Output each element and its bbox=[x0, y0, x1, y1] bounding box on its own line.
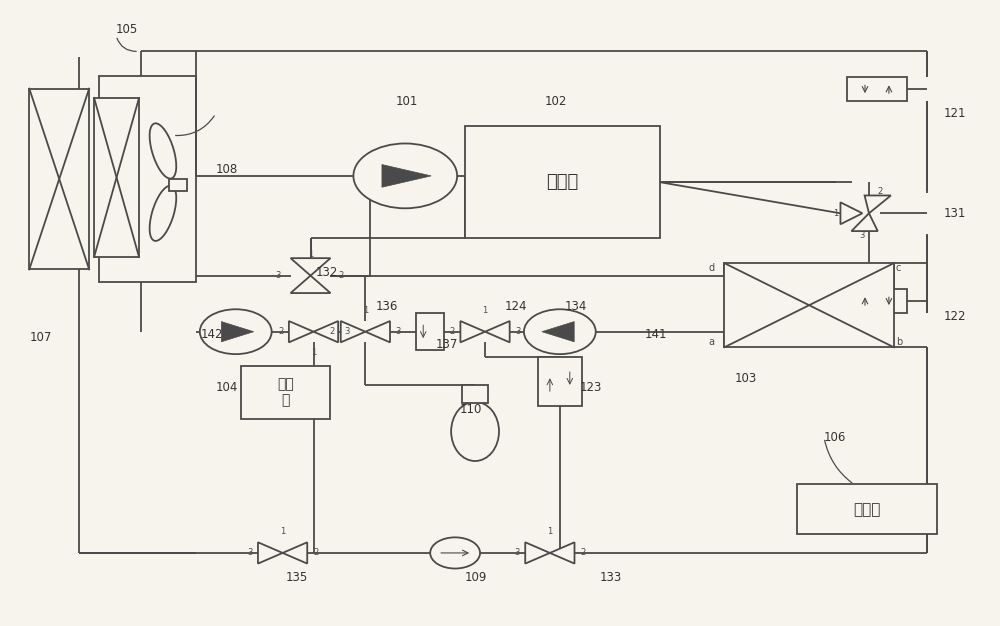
Polygon shape bbox=[314, 321, 338, 342]
Text: 1: 1 bbox=[311, 348, 316, 357]
Bar bbox=[797, 485, 937, 534]
Bar bbox=[847, 289, 907, 313]
Circle shape bbox=[353, 143, 457, 208]
Polygon shape bbox=[283, 542, 307, 563]
Text: 134: 134 bbox=[565, 300, 587, 313]
Text: b: b bbox=[896, 337, 902, 347]
Text: 3: 3 bbox=[515, 327, 521, 336]
Bar bbox=[169, 179, 187, 192]
Bar bbox=[241, 366, 330, 419]
Text: 2: 2 bbox=[330, 327, 335, 336]
Text: 1: 1 bbox=[308, 250, 313, 259]
Circle shape bbox=[200, 309, 272, 354]
Text: 1: 1 bbox=[482, 306, 488, 315]
Text: 124: 124 bbox=[505, 300, 527, 313]
Text: 131: 131 bbox=[944, 207, 966, 220]
Text: 132: 132 bbox=[316, 266, 338, 279]
Text: 3: 3 bbox=[860, 231, 865, 240]
Text: a: a bbox=[708, 337, 714, 347]
Text: 冷凝器: 冷凝器 bbox=[546, 173, 578, 191]
Text: 109: 109 bbox=[465, 572, 487, 584]
Text: 2: 2 bbox=[278, 327, 283, 336]
Circle shape bbox=[524, 309, 596, 354]
Text: 106: 106 bbox=[824, 431, 846, 444]
Text: 3: 3 bbox=[275, 271, 281, 280]
Bar bbox=[462, 384, 488, 403]
Bar bbox=[94, 98, 139, 257]
Text: 2: 2 bbox=[313, 548, 318, 557]
Text: 121: 121 bbox=[944, 107, 966, 120]
Text: 2: 2 bbox=[449, 327, 455, 336]
Bar bbox=[99, 76, 196, 282]
Text: 137: 137 bbox=[435, 337, 458, 351]
Polygon shape bbox=[840, 202, 862, 224]
Polygon shape bbox=[485, 321, 510, 342]
Text: 電池組: 電池組 bbox=[853, 502, 881, 517]
Polygon shape bbox=[291, 275, 330, 293]
Text: 3: 3 bbox=[396, 327, 401, 336]
Text: 1: 1 bbox=[833, 209, 839, 218]
Text: 101: 101 bbox=[395, 95, 418, 108]
Polygon shape bbox=[258, 542, 283, 563]
Ellipse shape bbox=[150, 186, 176, 241]
Ellipse shape bbox=[451, 402, 499, 461]
Polygon shape bbox=[365, 321, 390, 342]
Text: 1: 1 bbox=[547, 527, 552, 536]
Text: 136: 136 bbox=[375, 300, 398, 313]
Text: 105: 105 bbox=[116, 23, 138, 36]
Ellipse shape bbox=[150, 123, 176, 178]
Text: 3: 3 bbox=[247, 548, 252, 557]
Text: c: c bbox=[896, 263, 901, 273]
Text: 135: 135 bbox=[286, 572, 308, 584]
Text: 1: 1 bbox=[280, 527, 285, 536]
Text: d: d bbox=[708, 263, 714, 273]
Text: 加熱
器: 加熱 器 bbox=[277, 377, 294, 408]
Text: 3: 3 bbox=[514, 548, 520, 557]
Bar bbox=[538, 357, 582, 406]
Text: 3: 3 bbox=[344, 327, 349, 336]
Text: 2: 2 bbox=[580, 548, 585, 557]
Bar bbox=[465, 126, 660, 239]
Text: 102: 102 bbox=[545, 95, 567, 108]
Bar bbox=[416, 313, 444, 351]
Bar bbox=[847, 78, 907, 101]
Text: 123: 123 bbox=[580, 381, 602, 394]
Polygon shape bbox=[460, 321, 485, 342]
Text: 103: 103 bbox=[734, 372, 757, 385]
Text: 108: 108 bbox=[216, 163, 238, 176]
Text: 110: 110 bbox=[460, 403, 482, 416]
Polygon shape bbox=[525, 542, 550, 563]
Polygon shape bbox=[550, 542, 574, 563]
Polygon shape bbox=[382, 165, 431, 187]
Polygon shape bbox=[289, 321, 314, 342]
Text: 2: 2 bbox=[877, 187, 883, 196]
Bar bbox=[724, 263, 894, 347]
Polygon shape bbox=[291, 258, 330, 275]
Text: 122: 122 bbox=[944, 310, 966, 322]
Text: 142: 142 bbox=[201, 328, 223, 341]
Text: 2: 2 bbox=[338, 271, 344, 280]
Text: 104: 104 bbox=[216, 381, 238, 394]
Text: 133: 133 bbox=[600, 572, 622, 584]
Polygon shape bbox=[851, 213, 878, 231]
Polygon shape bbox=[221, 322, 254, 342]
Text: 1: 1 bbox=[363, 306, 368, 315]
Circle shape bbox=[430, 537, 480, 568]
Text: 141: 141 bbox=[645, 328, 667, 341]
Polygon shape bbox=[341, 321, 365, 342]
Bar bbox=[29, 89, 89, 269]
Polygon shape bbox=[865, 195, 891, 213]
Text: 107: 107 bbox=[29, 331, 52, 344]
Polygon shape bbox=[542, 322, 574, 342]
